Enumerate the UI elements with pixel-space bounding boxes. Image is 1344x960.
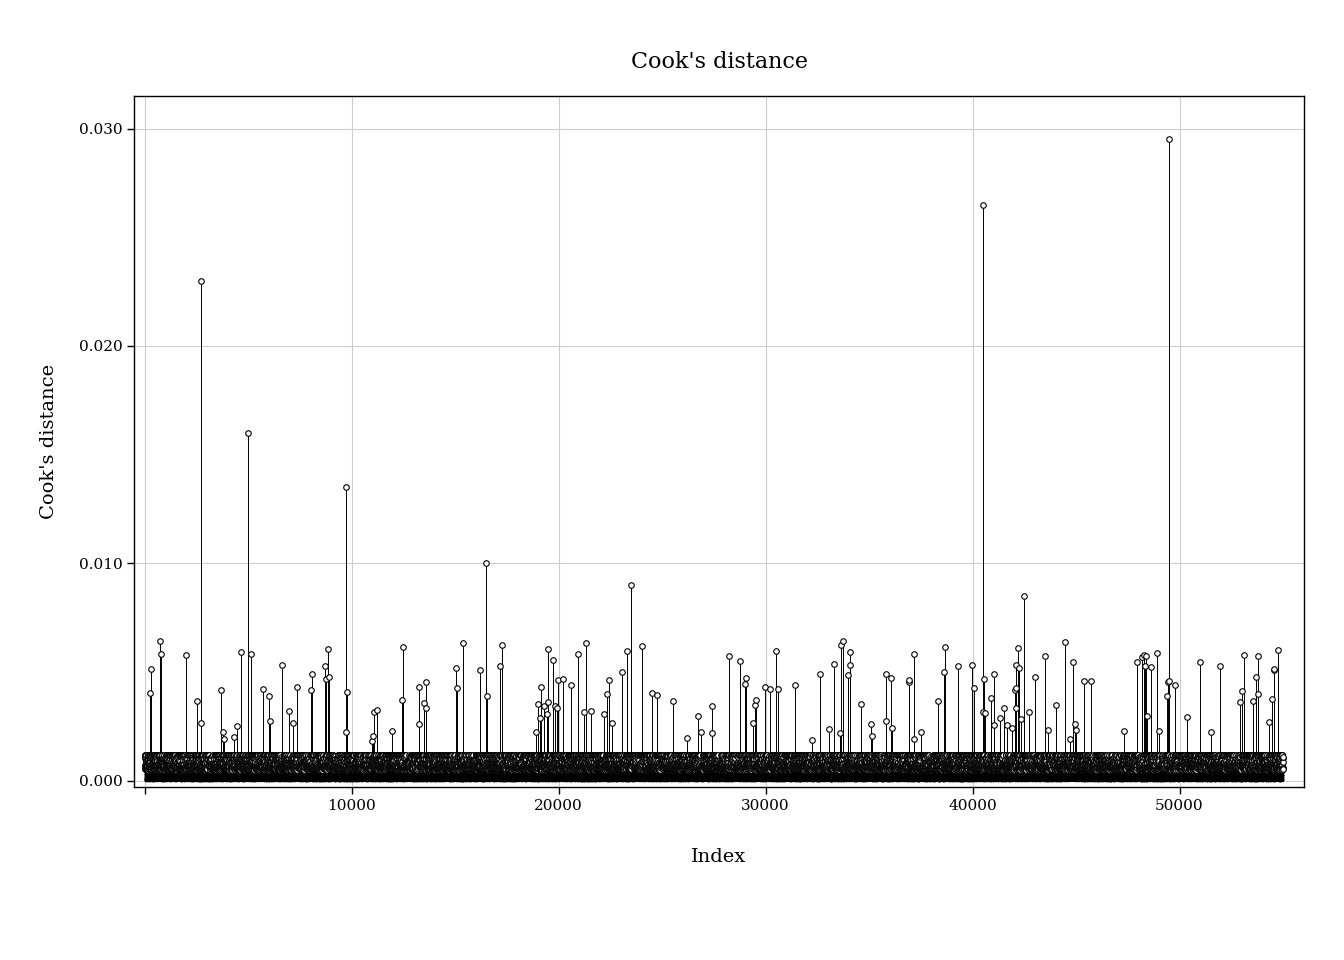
Y-axis label: Cook's distance: Cook's distance <box>40 364 58 519</box>
X-axis label: Index: Index <box>691 848 747 866</box>
Title: Cook's distance: Cook's distance <box>630 51 808 73</box>
